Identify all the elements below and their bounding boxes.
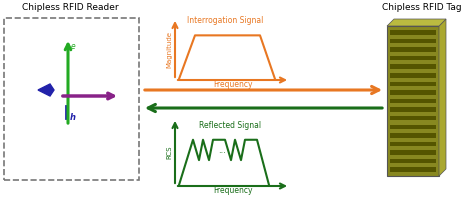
Text: ...: ... (218, 146, 226, 155)
Bar (390, 56, 436, 60)
Polygon shape (387, 19, 446, 26)
Text: RCS: RCS (166, 145, 172, 159)
Text: Frequency: Frequency (213, 80, 253, 89)
Bar (390, 47, 436, 52)
Polygon shape (439, 19, 446, 176)
Bar (390, 133, 436, 138)
Bar (390, 107, 436, 112)
Bar (390, 39, 436, 43)
FancyBboxPatch shape (4, 18, 139, 180)
Text: Chipless RFID Tag: Chipless RFID Tag (382, 3, 462, 12)
Bar (390, 168, 436, 172)
Bar (390, 64, 436, 69)
Bar (390, 150, 436, 155)
Bar (390, 99, 436, 103)
Bar (390, 30, 436, 35)
Bar (390, 82, 436, 86)
Text: Reflected Signal: Reflected Signal (199, 121, 261, 130)
Bar (390, 73, 436, 77)
Bar (390, 116, 436, 120)
Text: Frequency: Frequency (213, 186, 253, 195)
Bar (387, 26, 439, 176)
Bar (390, 159, 436, 163)
Bar (390, 125, 436, 129)
Bar (390, 142, 436, 146)
Text: Interrogation Signal: Interrogation Signal (187, 16, 263, 25)
Text: Chipless RFID Reader: Chipless RFID Reader (22, 3, 119, 12)
Bar (390, 90, 436, 95)
Text: e: e (71, 42, 76, 51)
Polygon shape (38, 84, 54, 96)
Text: Magnitude: Magnitude (166, 30, 172, 68)
Text: h: h (70, 113, 76, 122)
